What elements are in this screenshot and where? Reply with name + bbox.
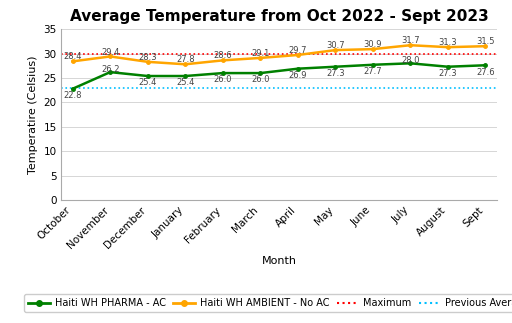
Text: 31.7: 31.7 xyxy=(401,36,420,45)
Text: 26.9: 26.9 xyxy=(289,71,307,80)
Text: 29.1: 29.1 xyxy=(251,49,269,58)
Text: 29.7: 29.7 xyxy=(289,46,307,55)
Text: 27.3: 27.3 xyxy=(326,69,345,78)
Text: 27.6: 27.6 xyxy=(476,68,495,77)
Text: 25.4: 25.4 xyxy=(139,78,157,88)
Text: 28.6: 28.6 xyxy=(214,51,232,60)
Text: 30.9: 30.9 xyxy=(364,40,382,49)
Text: 27.7: 27.7 xyxy=(364,67,382,76)
Text: 30.7: 30.7 xyxy=(326,41,345,50)
Text: 25.4: 25.4 xyxy=(176,78,195,88)
Text: 28.0: 28.0 xyxy=(401,56,420,65)
Text: 27.8: 27.8 xyxy=(176,55,195,64)
Text: 27.3: 27.3 xyxy=(439,69,457,78)
Text: 26.0: 26.0 xyxy=(251,76,269,84)
Text: 29.4: 29.4 xyxy=(101,47,119,57)
Text: 26.2: 26.2 xyxy=(101,65,119,74)
X-axis label: Month: Month xyxy=(262,256,296,266)
Text: 28.3: 28.3 xyxy=(138,53,157,62)
Text: 26.0: 26.0 xyxy=(214,76,232,84)
Text: 31.5: 31.5 xyxy=(476,37,495,46)
Title: Average Temperature from Oct 2022 - Sept 2023: Average Temperature from Oct 2022 - Sept… xyxy=(70,9,488,24)
Text: 31.3: 31.3 xyxy=(439,38,457,47)
Legend: Haiti WH PHARMA - AC, Haiti WH AMBIENT - No AC, Maximum, Previous Average: Haiti WH PHARMA - AC, Haiti WH AMBIENT -… xyxy=(25,294,512,312)
Text: 28.4: 28.4 xyxy=(63,52,82,61)
Text: 22.8: 22.8 xyxy=(63,91,82,100)
Y-axis label: Temperatire (Celsius): Temperatire (Celsius) xyxy=(28,56,38,174)
